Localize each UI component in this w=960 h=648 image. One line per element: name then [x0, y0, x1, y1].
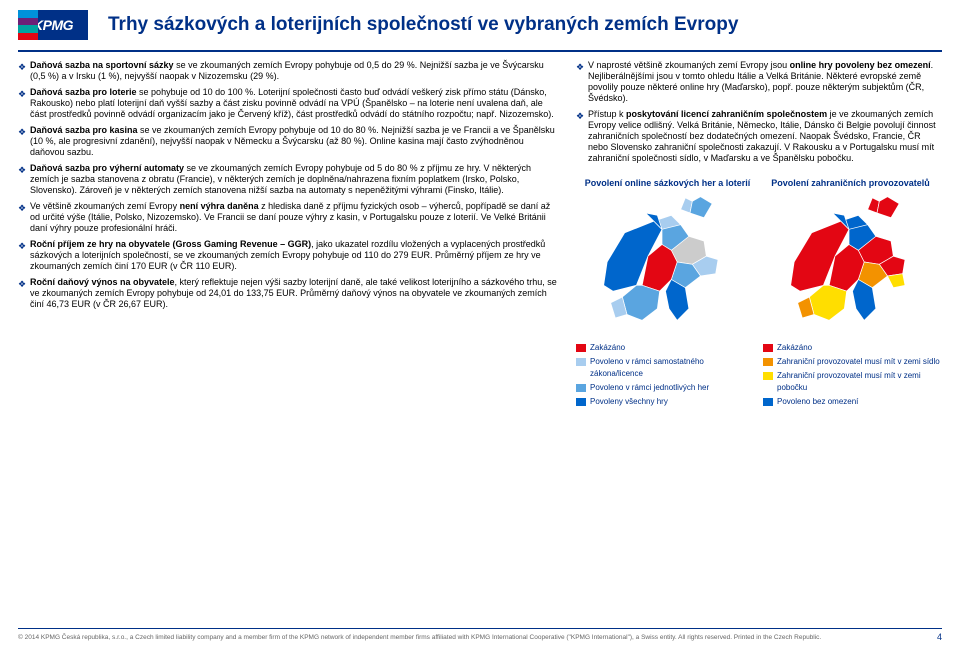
legend-left: Zakázáno Povoleno v rámci samostatného zá…	[576, 342, 755, 410]
legend-right: Zakázáno Zahraniční provozovatel musí mít…	[763, 342, 942, 410]
right-column: ❖V naprosté většině zkoumaných zemí Evro…	[576, 60, 942, 410]
bullet-icon: ❖	[18, 87, 30, 120]
bullet-item: ❖Ve většině zkoumaných zemí Evropy není …	[18, 201, 558, 234]
map-region	[809, 285, 846, 320]
bullet-text: Daňová sazba na sportovní sázky se ve zk…	[30, 60, 558, 82]
header-rule	[18, 50, 942, 52]
bullet-item: ❖Roční příjem ze hry na obyvatele (Gross…	[18, 239, 558, 272]
map-region	[622, 285, 659, 320]
bullet-item: ❖Přístup k poskytování licencí zahraničn…	[576, 109, 942, 164]
page-title: Trhy sázkových a loterijních společností…	[108, 14, 738, 36]
legend-swatch	[763, 398, 773, 406]
bullet-text: V naprosté většině zkoumaných zemí Evrop…	[588, 60, 942, 104]
map-region	[690, 197, 712, 218]
legend-item: Zahraniční provozovatel musí mít v zemi …	[763, 370, 942, 394]
page-number: 4	[937, 632, 942, 642]
legend-item: Povoleno bez omezení	[763, 396, 942, 408]
bullet-item: ❖V naprosté většině zkoumaných zemí Evro…	[576, 60, 942, 104]
left-column: ❖Daňová sazba na sportovní sázky se ve z…	[18, 60, 558, 410]
bullet-item: ❖Daňová sazba na sportovní sázky se ve z…	[18, 60, 558, 82]
legend-swatch	[763, 372, 773, 380]
bullet-text: Roční příjem ze hry na obyvatele (Gross …	[30, 239, 558, 272]
map-title-left: Povolení online sázkových her a loterií	[580, 178, 756, 188]
content-columns: ❖Daňová sazba na sportovní sázky se ve z…	[0, 60, 960, 410]
map-region	[888, 274, 906, 288]
legend-swatch	[576, 384, 586, 392]
bullet-text: Daňová sazba pro výherní automaty se ve …	[30, 163, 558, 196]
legend-label: Zakázáno	[590, 342, 625, 354]
bullet-item: ❖Daňová sazba pro loterie se pohybuje od…	[18, 87, 558, 120]
bullet-icon: ❖	[18, 277, 30, 310]
bullet-text: Daňová sazba pro kasina se ve zkoumaných…	[30, 125, 558, 158]
bullet-item: ❖Daňová sazba pro kasina se ve zkoumanýc…	[18, 125, 558, 158]
legend-label: Povoleno v rámci jednotlivých her	[590, 382, 709, 394]
bullet-text: Ve většině zkoumaných zemí Evropy není v…	[30, 201, 558, 234]
bullet-text: Daňová sazba pro loterie se pohybuje od …	[30, 87, 558, 120]
bullet-icon: ❖	[18, 125, 30, 158]
bullet-icon: ❖	[576, 60, 588, 104]
bullet-icon: ❖	[18, 239, 30, 272]
legends-row: Zakázáno Povoleno v rámci samostatného zá…	[576, 342, 942, 410]
legend-label: Povoleny všechny hry	[590, 396, 668, 408]
legend-item: Povoleno v rámci jednotlivých her	[576, 382, 755, 394]
legend-item: Zahraniční provozovatel musí mít v zemi …	[763, 356, 942, 368]
footer: © 2014 KPMG Česká republika, s.r.o., a C…	[18, 628, 942, 642]
map-region	[877, 197, 899, 218]
map-titles-row: Povolení online sázkových her a loterií …	[576, 178, 942, 188]
legend-swatch	[763, 344, 773, 352]
bullet-item: ❖Roční daňový výnos na obyvatele, který …	[18, 277, 558, 310]
legend-swatch	[576, 358, 586, 366]
kpmg-logo: KPMG	[18, 10, 88, 40]
legend-swatch	[763, 358, 773, 366]
bullet-text: Roční daňový výnos na obyvatele, který r…	[30, 277, 558, 310]
bullet-icon: ❖	[18, 163, 30, 196]
legend-swatch	[576, 344, 586, 352]
legend-label: Zahraniční provozovatel musí mít v zemi …	[777, 370, 942, 394]
logo-stripes-icon	[18, 10, 38, 40]
bullet-item: ❖Daňová sazba pro výherní automaty se ve…	[18, 163, 558, 196]
footer-copyright: © 2014 KPMG Česká republika, s.r.o., a C…	[18, 634, 821, 642]
legend-swatch	[576, 398, 586, 406]
legend-label: Zahraniční provozovatel musí mít v zemi …	[777, 356, 940, 368]
logo-text: KPMG	[33, 17, 73, 33]
legend-item: Zakázáno	[763, 342, 942, 354]
legend-item: Povoleny všechny hry	[576, 396, 755, 408]
map-title-right: Povolení zahraničních provozovatelů	[763, 178, 939, 188]
bullet-icon: ❖	[18, 201, 30, 234]
legend-label: Zakázáno	[777, 342, 812, 354]
legend-item: Zakázáno	[576, 342, 755, 354]
legend-item: Povoleno v rámci samostatného zákona/lic…	[576, 356, 755, 380]
map-right	[763, 192, 942, 332]
header: KPMG Trhy sázkových a loterijních společ…	[0, 0, 960, 44]
legend-label: Povoleno bez omezení	[777, 396, 858, 408]
bullet-icon: ❖	[18, 60, 30, 82]
bullet-icon: ❖	[576, 109, 588, 164]
legend-label: Povoleno v rámci samostatného zákona/lic…	[590, 356, 755, 380]
map-left	[576, 192, 755, 332]
maps-row	[576, 192, 942, 332]
bullet-text: Přístup k poskytování licencí zahraniční…	[588, 109, 942, 164]
